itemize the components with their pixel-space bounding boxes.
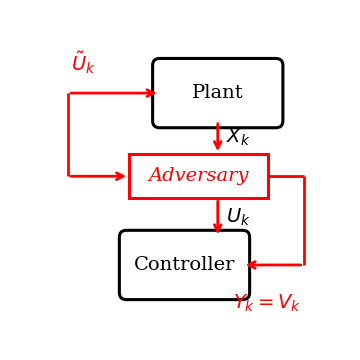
FancyBboxPatch shape [120,230,249,300]
Text: Adversary: Adversary [148,167,249,185]
Text: $U_k$: $U_k$ [226,207,251,229]
Text: $Y_k = V_k$: $Y_k = V_k$ [233,293,301,314]
Text: $X_k$: $X_k$ [226,127,251,148]
Text: $\tilde{U}_k$: $\tilde{U}_k$ [71,50,96,76]
Text: Plant: Plant [192,84,244,102]
FancyBboxPatch shape [129,154,267,198]
Text: Controller: Controller [134,256,235,274]
FancyBboxPatch shape [153,58,283,128]
